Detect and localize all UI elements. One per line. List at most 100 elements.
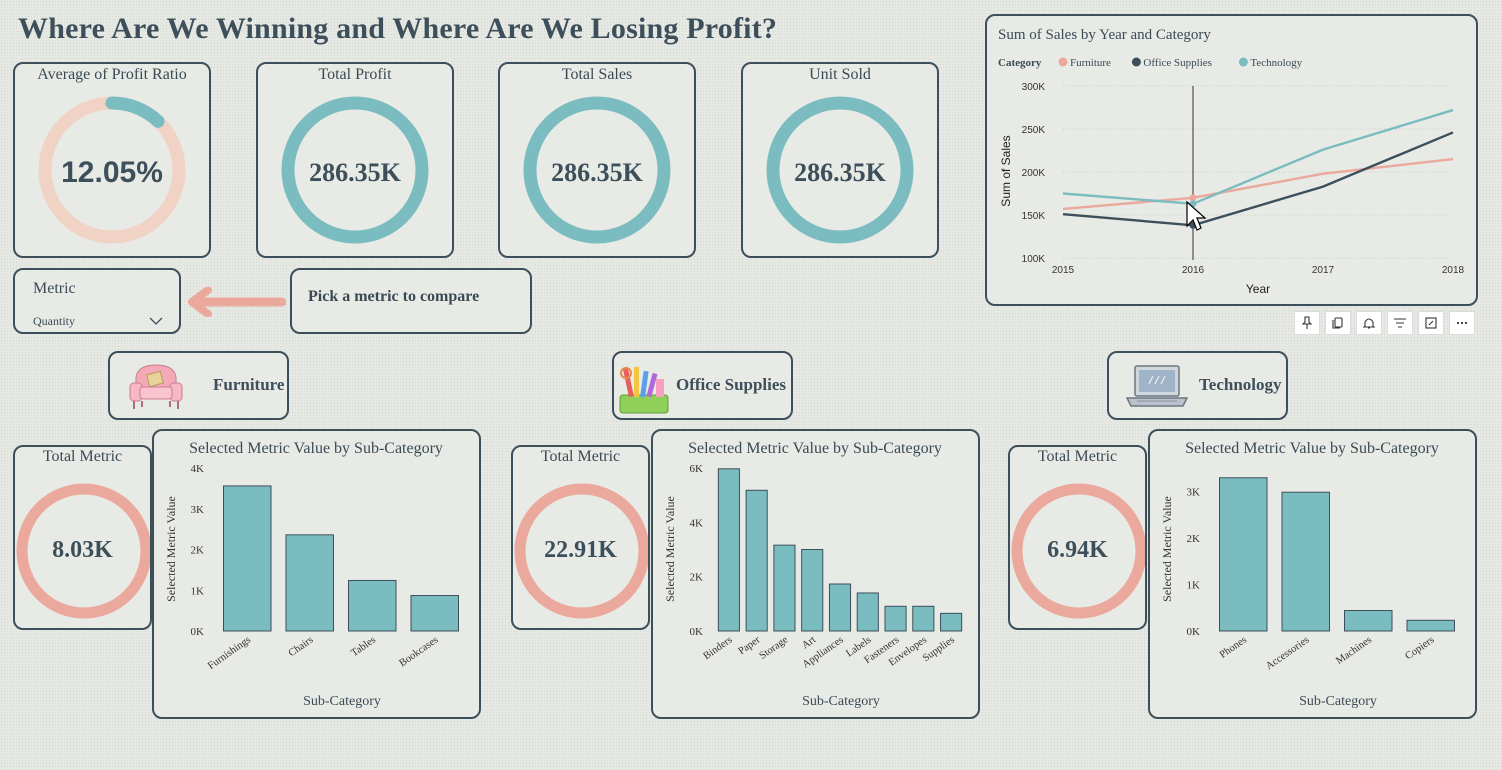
x-tick-label: Phones bbox=[1218, 634, 1249, 660]
y-tick-label: 2K bbox=[1187, 533, 1201, 545]
bar-chairs[interactable] bbox=[285, 534, 334, 632]
sales-line-chart[interactable]: Sum of Sales by Year and Category Catego… bbox=[987, 16, 1476, 304]
unit-sold-title: Unit Sold bbox=[809, 66, 871, 83]
x-tick-label: Storage bbox=[758, 634, 791, 662]
legend-marker-1[interactable] bbox=[1131, 57, 1141, 67]
bar-envelopes[interactable] bbox=[912, 605, 935, 632]
y-tick-label: 3K bbox=[191, 504, 205, 516]
x-tick-label: Art bbox=[800, 634, 818, 651]
series-line-technology[interactable] bbox=[1062, 108, 1454, 206]
metric-dropdown-value: Quantity bbox=[33, 314, 75, 328]
bar-labels[interactable] bbox=[856, 592, 879, 632]
furniture-bar-chart[interactable]: Selected Metric Value by Sub-Category 0K 1… bbox=[154, 431, 479, 717]
technology-bar-chart-card[interactable]: Selected Metric Value by Sub-Category 0K 1… bbox=[1148, 429, 1477, 719]
total-sales-ring bbox=[523, 96, 671, 244]
x-axis-label: Sub-Category bbox=[303, 694, 381, 709]
x-tick-label: 2018 bbox=[1442, 265, 1465, 276]
more-options-button[interactable] bbox=[1449, 311, 1475, 335]
bar-copiers[interactable] bbox=[1406, 619, 1455, 632]
bar-supplies[interactable] bbox=[940, 612, 963, 632]
legend-marker-0[interactable] bbox=[1058, 57, 1068, 67]
bar-storage[interactable] bbox=[773, 544, 796, 632]
mouse-cursor-icon bbox=[1186, 200, 1207, 231]
bar-chart-title: Selected Metric Value by Sub-Category bbox=[189, 440, 443, 457]
bar-paper[interactable] bbox=[745, 489, 768, 632]
bar-art[interactable] bbox=[801, 549, 824, 632]
total-profit-value: 286.35K bbox=[309, 158, 401, 187]
unit-sold-card[interactable]: Unit Sold 286.35K bbox=[741, 62, 939, 258]
y-tick-label: 1K bbox=[1187, 579, 1201, 591]
bar-fasteners[interactable] bbox=[884, 605, 907, 632]
profit-ratio-title: Average of Profit Ratio bbox=[37, 66, 187, 83]
y-axis-label: Selected Metric Value bbox=[164, 496, 178, 602]
pin-icon bbox=[1301, 316, 1313, 329]
bar-binders[interactable] bbox=[717, 468, 740, 632]
x-tick-label: Furnishings bbox=[206, 634, 253, 671]
bar-bookcases[interactable] bbox=[410, 595, 459, 632]
line-chart-series bbox=[1062, 108, 1454, 229]
technology-header-card[interactable]: Technology bbox=[1107, 351, 1288, 420]
office-supplies-total-ring bbox=[514, 483, 648, 619]
y-tick-label: 150K bbox=[1022, 211, 1046, 222]
hover-point[interactable] bbox=[1189, 194, 1197, 202]
furniture-bar-chart-card[interactable]: Selected Metric Value by Sub-Category 0K 1… bbox=[152, 429, 481, 719]
laptop-icon bbox=[1125, 365, 1189, 407]
hint-text: Pick a metric to compare bbox=[308, 288, 480, 305]
office-supplies-header-card[interactable]: Office Supplies bbox=[612, 351, 793, 420]
technology-total-card[interactable]: Total Metric 6.94K bbox=[1008, 445, 1147, 630]
bar-appliances[interactable] bbox=[828, 583, 852, 632]
chart-legend: Furniture Office Supplies Technology bbox=[1058, 57, 1303, 69]
furniture-total-card[interactable]: Total Metric 8.03K bbox=[13, 445, 152, 630]
filter-button[interactable] bbox=[1387, 311, 1413, 335]
bar-accessories[interactable] bbox=[1281, 491, 1330, 632]
profit-ratio-card[interactable]: Average of Profit Ratio 12.05% bbox=[13, 62, 211, 258]
legend-label-2[interactable]: Technology bbox=[1250, 57, 1302, 69]
total-profit-ring bbox=[281, 96, 429, 244]
chevron-down-icon[interactable] bbox=[149, 316, 163, 326]
bell-icon bbox=[1362, 318, 1376, 329]
bar-machines[interactable] bbox=[1344, 610, 1393, 632]
legend-label-0[interactable]: Furniture bbox=[1070, 57, 1111, 69]
y-tick-label: 100K bbox=[1022, 254, 1046, 265]
x-tick-label: 2017 bbox=[1312, 265, 1335, 276]
page-title: Where Are We Winning and Where Are We Lo… bbox=[18, 12, 778, 45]
bar-phones[interactable] bbox=[1219, 477, 1268, 632]
bar-furnishings[interactable] bbox=[223, 485, 272, 632]
alert-button[interactable] bbox=[1356, 311, 1382, 335]
copy-button[interactable] bbox=[1325, 311, 1351, 335]
sales-line-chart-card[interactable]: Sum of Sales by Year and Category Catego… bbox=[985, 14, 1478, 306]
x-tick-label: Copiers bbox=[1403, 634, 1436, 662]
y-tick-label: 200K bbox=[1022, 168, 1046, 179]
office-supplies-bar-chart[interactable]: Selected Metric Value by Sub-Category 0K 2… bbox=[653, 431, 978, 717]
series-line-furniture[interactable] bbox=[1062, 157, 1454, 211]
y-axis-label: Sum of Sales bbox=[999, 135, 1013, 206]
total-sales-card[interactable]: Total Sales 286.35K bbox=[498, 62, 696, 258]
x-tick-label: Supplies bbox=[921, 634, 957, 664]
more-options-icon bbox=[1456, 321, 1468, 325]
legend-label-1[interactable]: Office Supplies bbox=[1143, 57, 1212, 69]
metric-slicer[interactable]: Metric Quantity bbox=[13, 268, 181, 334]
hint-card: Pick a metric to compare bbox=[290, 268, 532, 334]
metric-dropdown[interactable]: Quantity bbox=[33, 312, 163, 330]
technology-bar-chart[interactable]: Selected Metric Value by Sub-Category 0K 1… bbox=[1150, 431, 1475, 717]
total-sales-value: 286.35K bbox=[551, 158, 643, 187]
furniture-total-ring bbox=[16, 483, 150, 619]
focus-mode-button[interactable] bbox=[1418, 311, 1444, 335]
unit-sold-ring bbox=[766, 96, 914, 244]
total-profit-card[interactable]: Total Profit 286.35K bbox=[256, 62, 454, 258]
x-axis-label: Sub-Category bbox=[802, 694, 880, 709]
series-line-office-supplies[interactable] bbox=[1062, 131, 1454, 227]
office-supplies-bar-chart-card[interactable]: Selected Metric Value by Sub-Category 0K 2… bbox=[651, 429, 980, 719]
y-tick-label: 0K bbox=[191, 626, 205, 638]
y-tick-label: 6K bbox=[690, 463, 704, 475]
y-tick-label: 250K bbox=[1022, 125, 1046, 136]
y-tick-label: 3K bbox=[1187, 486, 1201, 498]
furniture-label: Furniture bbox=[213, 375, 285, 394]
legend-marker-2[interactable] bbox=[1238, 57, 1248, 67]
bar-tables[interactable] bbox=[348, 579, 397, 632]
y-axis-label: Selected Metric Value bbox=[1160, 496, 1174, 602]
furniture-header-card[interactable]: Furniture bbox=[108, 351, 289, 420]
pin-button[interactable] bbox=[1294, 311, 1320, 335]
office-supplies-total-card[interactable]: Total Metric 22.91K bbox=[511, 445, 650, 630]
filter-icon bbox=[1394, 318, 1406, 328]
